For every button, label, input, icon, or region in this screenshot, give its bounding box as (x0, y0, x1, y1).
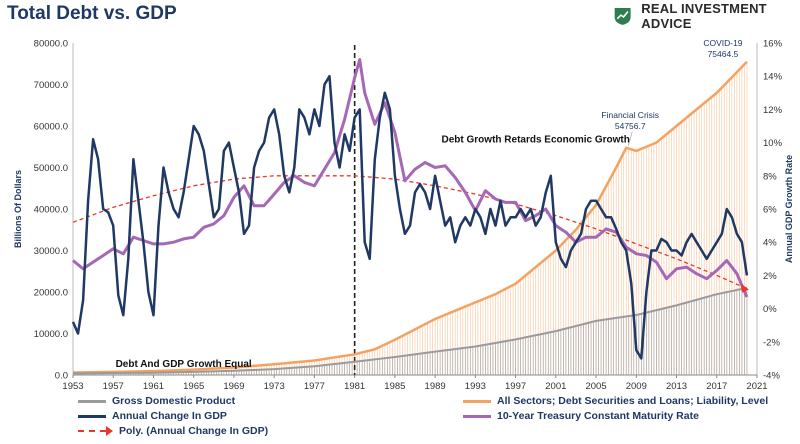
x-tick-label: 1965 (183, 381, 204, 392)
legend-item-gdp-growth: Annual Change In GDP (78, 410, 227, 422)
legend: Gross Domestic Product All Sectors; Debt… (78, 395, 798, 441)
legend-item-treasury: 10-Year Treasury Constant Maturity Rate (463, 410, 699, 422)
legend-label-debt: All Sectors; Debt Securities and Loans; … (497, 395, 769, 407)
gdp-growth-line (71, 74, 749, 360)
legend-label-gdp-growth: Annual Change In GDP (112, 410, 227, 422)
legend-item-debt: All Sectors; Debt Securities and Loans; … (463, 395, 768, 407)
x-tick-label: 2005 (585, 381, 606, 392)
y-tick-label: 0.0 (55, 371, 68, 382)
y-right-tick-label: -4% (763, 371, 780, 382)
chart-plot: 1953 1957 1961 1965 1969 1973 1977 1981 1985 1989… (13, 38, 794, 392)
x-tick-label: 1953 (62, 381, 83, 392)
chart-title: Total Debt vs. GDP (7, 3, 177, 24)
legend-swatch-gdp (78, 399, 106, 403)
poly-arrow-icon (740, 283, 749, 293)
x-tick-label: 1957 (103, 381, 124, 392)
y-right-tick-label: 16% (763, 39, 783, 50)
y-tick-label: 30000.0 (34, 246, 68, 257)
y-right-tick-label: 10% (763, 138, 783, 149)
y-tick-label: 60000.0 (34, 122, 68, 133)
legend-label-treasury: 10-Year Treasury Constant Maturity Rate (497, 410, 699, 422)
x-tick-label: 2009 (626, 381, 647, 392)
annotation-covid-value: 75464.5 (708, 49, 739, 59)
x-tick-label: 2017 (706, 381, 727, 392)
shield-chart-icon (614, 8, 631, 25)
x-tick-label: 1989 (425, 381, 446, 392)
y-right-tick-label: 14% (763, 72, 783, 83)
x-tick-label: 2021 (746, 381, 767, 392)
x-tick-label: 2013 (666, 381, 687, 392)
callout-leader (627, 131, 633, 146)
debt-line (72, 60, 748, 374)
y-tick-label: 10000.0 (34, 329, 68, 340)
x-tick-label: 1977 (304, 381, 325, 392)
poly-trend-line (72, 175, 748, 290)
y-right-tick-label: 0% (763, 304, 777, 315)
y-tick-label: 40000.0 (34, 205, 68, 216)
y-axis-title: Billions Of Dollars (13, 170, 23, 248)
y-right-tick-label: 8% (763, 171, 777, 182)
legend-label-poly: Poly. (Annual Change In GDP) (119, 425, 269, 437)
chart-frame (72, 43, 758, 376)
y-right-tick-label: -2% (763, 337, 780, 348)
y-tick-label: 70000.0 (34, 80, 68, 91)
legend-swatch-gdp-growth (78, 414, 106, 418)
brand-name: REAL INVESTMENT ADVICE (641, 1, 767, 31)
y-right-tick-label: 2% (763, 271, 777, 282)
y-right-tick-label: 6% (763, 205, 777, 216)
annotation-covid: COVID-19 (703, 38, 742, 48)
x-tick-label: 1981 (344, 381, 365, 392)
y-axis-right-title: Annual GDP Growth Rate (784, 155, 794, 263)
x-tick-label: 1993 (465, 381, 486, 392)
y-tick-label: 80000.0 (34, 39, 68, 50)
legend-arrow-icon (106, 426, 113, 436)
y-tick-label: 50000.0 (34, 163, 68, 174)
x-tick-label: 1973 (264, 381, 285, 392)
annotation-debt-growth: Debt Growth Retards Economic Growth (442, 135, 630, 146)
annotation-financial-crisis: Financial Crisis (601, 110, 659, 120)
x-tick-label: 2001 (545, 381, 566, 392)
x-tick-label: 1961 (143, 381, 164, 392)
treasury-line (72, 58, 749, 298)
brand: REAL INVESTMENT ADVICE (612, 1, 800, 31)
annotation-growth-equal: Debt And GDP Growth Equal (116, 359, 252, 370)
legend-label-gdp: Gross Domestic Product (112, 395, 236, 407)
legend-swatch-poly (78, 430, 106, 432)
annotation-financial-crisis-value: 54756.7 (615, 121, 646, 131)
gdp-line (72, 286, 748, 375)
y-tick-label: 20000.0 (34, 288, 68, 299)
legend-item-poly: Poly. (Annual Change In GDP) (78, 425, 268, 437)
legend-item-gdp: Gross Domestic Product (78, 395, 235, 407)
x-tick-label: 1969 (223, 381, 244, 392)
x-tick-label: 1985 (384, 381, 405, 392)
y-right-tick-label: 4% (763, 238, 777, 249)
legend-swatch-treasury (463, 414, 491, 418)
legend-swatch-debt (463, 399, 491, 403)
y-right-tick-label: 12% (763, 105, 783, 116)
x-tick-label: 1997 (505, 381, 526, 392)
